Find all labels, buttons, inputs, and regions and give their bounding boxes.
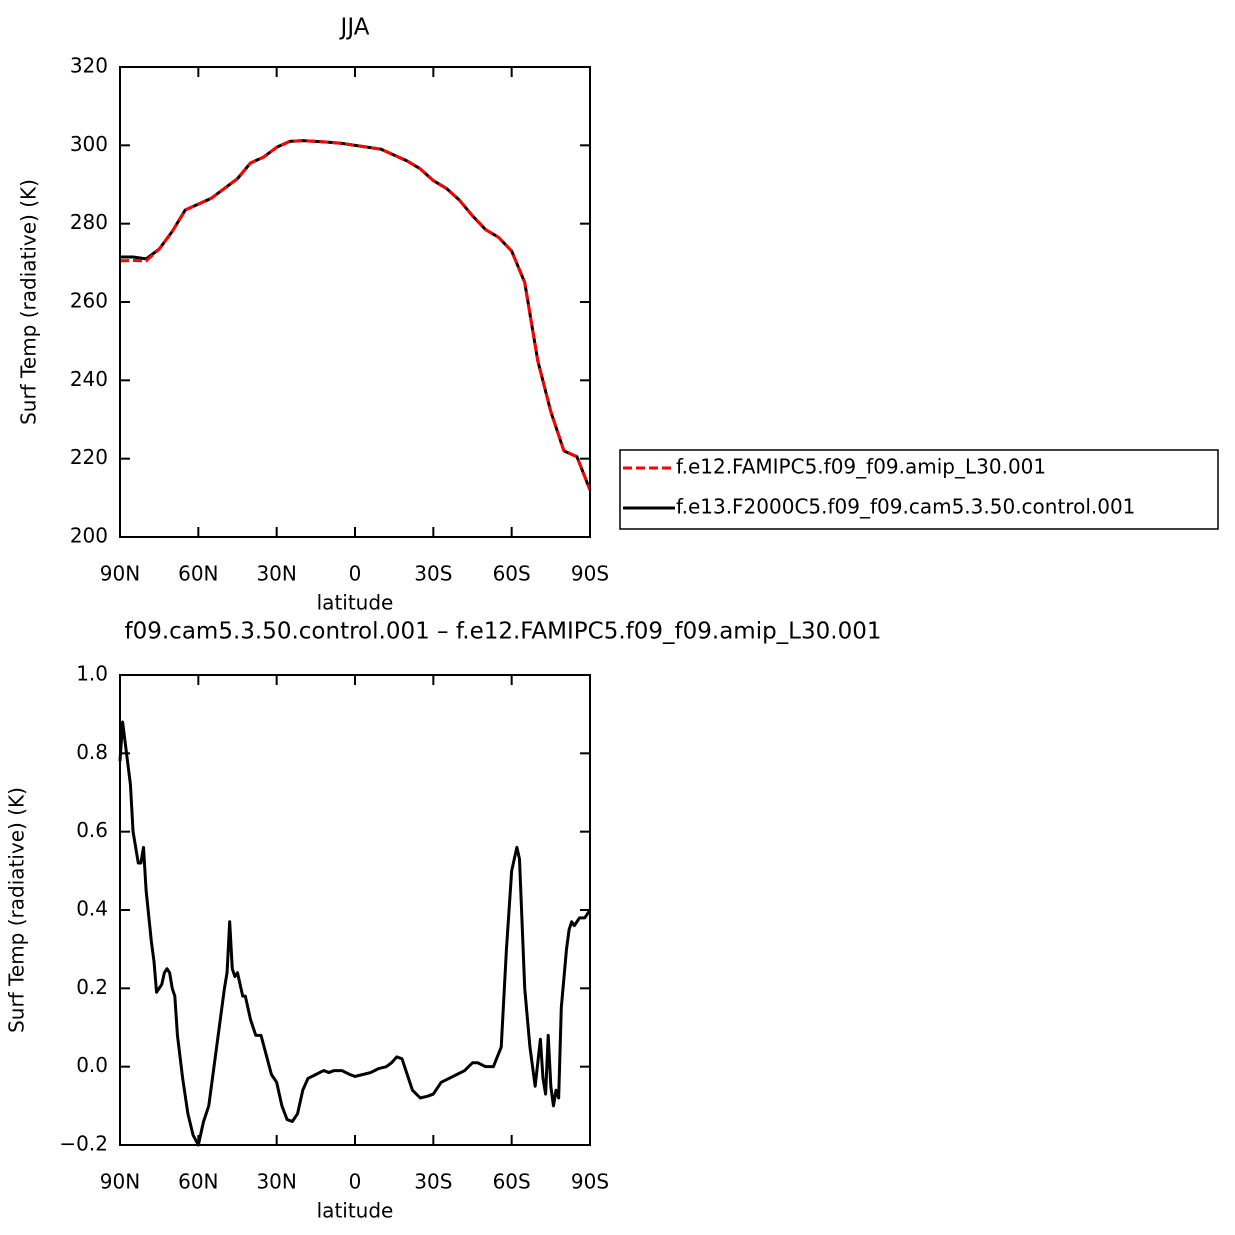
y-tick-label: 0.6	[76, 818, 108, 842]
x-tick-label: 0	[349, 562, 362, 586]
y-tick-label: 240	[70, 367, 108, 391]
x-tick-label: 30S	[414, 562, 452, 586]
y-tick-label: 0.4	[76, 897, 108, 921]
x-axis-label: latitude	[317, 591, 394, 615]
y-tick-label: 0.0	[76, 1053, 108, 1077]
chart-title: JJA	[339, 15, 370, 41]
legend-label: f.e13.F2000C5.f09_f09.cam5.3.50.control.…	[676, 495, 1135, 519]
y-tick-label: 0.8	[76, 740, 108, 764]
series-line	[119, 139, 592, 491]
legend-box	[619, 449, 1219, 530]
x-tick-label: 60N	[178, 1170, 218, 1194]
y-tick-label: 0.2	[76, 975, 108, 999]
y-tick-label: −0.2	[59, 1132, 108, 1156]
x-tick-label: 60S	[493, 1170, 531, 1194]
x-tick-label: 30N	[256, 1170, 296, 1194]
series-line	[118, 720, 592, 1147]
x-tick-label: 30N	[256, 562, 296, 586]
y-tick-label: 320	[70, 54, 108, 78]
y-tick-label: 280	[70, 210, 108, 234]
x-axis-label: latitude	[317, 1199, 394, 1223]
chart-title: f09.cam5.3.50.control.001 – f.e12.FAMIPC…	[125, 619, 882, 645]
x-tick-label: 0	[349, 1170, 362, 1194]
x-tick-label: 30S	[414, 1170, 452, 1194]
x-tick-label: 60S	[493, 562, 531, 586]
y-tick-label: 220	[70, 445, 108, 469]
plot-frame	[119, 674, 591, 1146]
y-axis-label: Surf Temp (radiative) (K)	[5, 787, 29, 1033]
y-tick-label: 260	[70, 289, 108, 313]
y-tick-label: 200	[70, 524, 108, 548]
x-tick-label: 60N	[178, 562, 218, 586]
y-tick-label: 1.0	[76, 662, 108, 686]
x-tick-label: 90N	[100, 562, 140, 586]
series-line	[120, 139, 592, 491]
plot-frame	[119, 66, 591, 538]
x-tick-label: 90N	[100, 1170, 140, 1194]
legend-label: f.e12.FAMIPC5.f09_f09.amip_L30.001	[676, 455, 1046, 479]
x-tick-label: 90S	[571, 562, 609, 586]
y-tick-label: 300	[70, 132, 108, 156]
y-axis-label: Surf Temp (radiative) (K)	[17, 179, 41, 425]
x-tick-label: 90S	[571, 1170, 609, 1194]
